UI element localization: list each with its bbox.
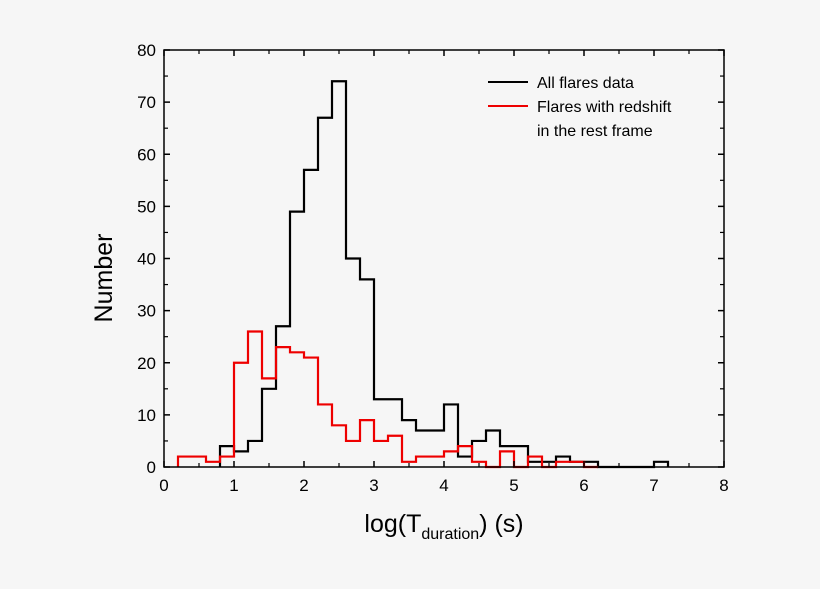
x-tick-label: 6: [579, 476, 588, 495]
x-tick-label: 1: [229, 476, 238, 495]
legend-label-redshift-line2: in the rest frame: [537, 123, 653, 140]
y-tick-label: 80: [137, 41, 156, 60]
legend: All flares data Flares with redshift in …: [488, 75, 672, 140]
x-tick-label: 4: [439, 476, 448, 495]
legend-label-all: All flares data: [537, 75, 634, 92]
y-tick-label: 50: [137, 197, 156, 216]
x-tick-label: 8: [719, 476, 728, 495]
x-tick-label: 3: [369, 476, 378, 495]
y-axis-label: Number: [90, 234, 118, 323]
x-tick-label: 2: [299, 476, 308, 495]
y-tick-label: 30: [137, 302, 156, 321]
x-tick-label: 0: [159, 476, 168, 495]
y-tick-label: 0: [147, 458, 156, 477]
x-tick-label: 7: [649, 476, 658, 495]
y-tick-label: 70: [137, 93, 156, 112]
y-tick-label: 20: [137, 354, 156, 373]
y-tick-label: 60: [137, 145, 156, 164]
legend-label-redshift: Flares with redshift: [537, 99, 672, 116]
y-tick-label: 10: [137, 406, 156, 425]
x-axis-label: log(Tduration) (s): [364, 510, 523, 543]
x-tick-label: 5: [509, 476, 518, 495]
y-tick-label: 40: [137, 250, 156, 269]
